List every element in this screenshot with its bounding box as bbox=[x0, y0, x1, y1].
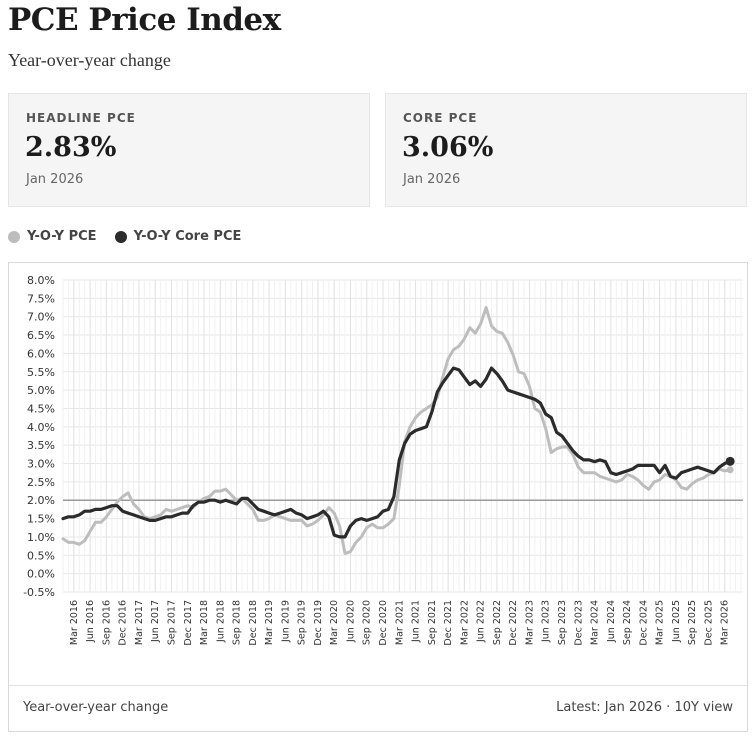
x-tick-label: Dec 2025 bbox=[703, 600, 714, 646]
x-tick-label: Mar 2016 bbox=[69, 600, 80, 645]
x-tick-label: Sep 2025 bbox=[687, 600, 698, 645]
x-tick-label: Jun 2023 bbox=[541, 600, 552, 643]
x-tick-label: Dec 2020 bbox=[378, 600, 389, 646]
x-tick-label: Dec 2022 bbox=[508, 600, 519, 646]
x-tick-label: Sep 2017 bbox=[166, 600, 177, 645]
x-tick-label: Dec 2021 bbox=[443, 600, 454, 646]
footer-caption: Year-over-year change bbox=[23, 700, 169, 715]
chart-container: -0.5% 0.0% 0.5% 1.0% 1.5% 2.0% 2.5% 3.0% 3.5% 4.0… bbox=[8, 262, 748, 732]
y-tick-label: 5.5% bbox=[27, 366, 55, 379]
x-tick-label: Sep 2023 bbox=[557, 600, 568, 645]
legend-item-pce[interactable]: Y-O-Y PCE bbox=[8, 229, 97, 244]
y-tick-label: 0.0% bbox=[27, 568, 55, 581]
page-title: PCE Price Index bbox=[8, 2, 281, 38]
y-tick-label: 6.0% bbox=[27, 347, 55, 360]
x-tick-label: Sep 2018 bbox=[232, 600, 243, 645]
legend-dot-icon bbox=[114, 230, 127, 243]
x-tick-label: Mar 2021 bbox=[394, 600, 405, 645]
x-tick-label: Sep 2022 bbox=[492, 600, 503, 645]
y-tick-label: 7.5% bbox=[27, 292, 55, 305]
x-tick-label: Mar 2022 bbox=[459, 600, 470, 645]
x-tick-label: Dec 2016 bbox=[118, 600, 129, 646]
card-value: 3.06% bbox=[402, 132, 494, 163]
pce-line-chart: -0.5% 0.0% 0.5% 1.0% 1.5% 2.0% 2.5% 3.0% 3.5% 4.0… bbox=[23, 274, 743, 646]
x-tick-label: Jun 2020 bbox=[345, 600, 356, 643]
x-tick-label: Sep 2020 bbox=[362, 600, 373, 645]
latest-point-pce bbox=[726, 466, 734, 474]
y-tick-label: -0.5% bbox=[23, 586, 55, 599]
y-tick-label: 6.5% bbox=[27, 329, 55, 342]
legend-item-core-pce[interactable]: Y-O-Y Core PCE bbox=[114, 229, 242, 244]
headline-pce-card: HEADLINE PCE 2.83% Jan 2026 bbox=[8, 93, 370, 207]
y-tick-label: 3.5% bbox=[27, 439, 55, 452]
latest-point-core-pce bbox=[725, 456, 735, 466]
x-tick-label: Mar 2017 bbox=[134, 600, 145, 645]
x-tick-label: Mar 2025 bbox=[655, 600, 666, 645]
chart-footer: Year-over-year change Latest: Jan 2026 ·… bbox=[9, 685, 747, 731]
y-tick-label: 3.0% bbox=[27, 458, 55, 471]
x-tick-label: Mar 2019 bbox=[264, 600, 275, 645]
core-pce-card: CORE PCE 3.06% Jan 2026 bbox=[385, 93, 747, 207]
x-tick-label: Mar 2026 bbox=[720, 600, 731, 645]
card-label: HEADLINE PCE bbox=[26, 111, 136, 125]
x-tick-label: Dec 2024 bbox=[638, 600, 649, 646]
chart-legend: Y-O-Y PCE Y-O-Y Core PCE bbox=[8, 229, 241, 244]
legend-label: Y-O-Y Core PCE bbox=[133, 229, 242, 244]
series-line-core-pce bbox=[61, 366, 732, 539]
x-tick-label: Sep 2024 bbox=[622, 600, 633, 645]
x-tick-label: Dec 2023 bbox=[573, 600, 584, 646]
x-tick-label: Jun 2016 bbox=[85, 600, 96, 643]
x-tick-label: Jun 2018 bbox=[215, 600, 226, 643]
card-date: Jan 2026 bbox=[26, 172, 84, 187]
x-tick-label: Jun 2025 bbox=[671, 600, 682, 643]
x-tick-label: Dec 2017 bbox=[183, 600, 194, 646]
card-value: 2.83% bbox=[25, 132, 117, 163]
y-tick-label: 5.0% bbox=[27, 384, 55, 397]
x-tick-label: Sep 2019 bbox=[297, 600, 308, 645]
y-tick-label: 2.5% bbox=[27, 476, 55, 489]
y-tick-label: 8.0% bbox=[27, 274, 55, 287]
footer-latest[interactable]: Latest: Jan 2026 · 10Y view bbox=[556, 700, 733, 715]
y-tick-label: 0.5% bbox=[27, 549, 55, 562]
y-tick-label: 1.0% bbox=[27, 531, 55, 544]
x-tick-label: Mar 2018 bbox=[199, 600, 210, 645]
y-tick-label: 4.0% bbox=[27, 421, 55, 434]
x-tick-label: Sep 2016 bbox=[101, 600, 112, 645]
x-tick-label: Jun 2019 bbox=[280, 600, 291, 643]
x-tick-label: Mar 2023 bbox=[524, 600, 535, 645]
x-tick-label: Sep 2021 bbox=[427, 600, 438, 645]
y-tick-label: 4.5% bbox=[27, 402, 55, 415]
x-tick-label: Jun 2017 bbox=[150, 600, 161, 643]
x-tick-label: Jun 2024 bbox=[606, 600, 617, 643]
x-tick-label: Mar 2024 bbox=[590, 600, 601, 645]
card-date: Jan 2026 bbox=[403, 172, 461, 187]
legend-label: Y-O-Y PCE bbox=[27, 229, 97, 244]
legend-dot-icon bbox=[8, 230, 20, 243]
y-tick-label: 1.5% bbox=[27, 513, 55, 526]
x-tick-label: Dec 2019 bbox=[313, 600, 324, 646]
series-line-pce bbox=[61, 306, 732, 555]
card-label: CORE PCE bbox=[403, 111, 478, 125]
x-tick-label: Jun 2021 bbox=[411, 600, 422, 643]
page-subtitle: Year-over-year change bbox=[8, 50, 171, 70]
x-tick-label: Dec 2018 bbox=[248, 600, 259, 646]
x-tick-label: Jun 2022 bbox=[476, 600, 487, 643]
y-tick-label: 7.0% bbox=[27, 311, 55, 324]
x-tick-label: Mar 2020 bbox=[329, 600, 340, 645]
y-tick-label: 2.0% bbox=[27, 494, 55, 507]
